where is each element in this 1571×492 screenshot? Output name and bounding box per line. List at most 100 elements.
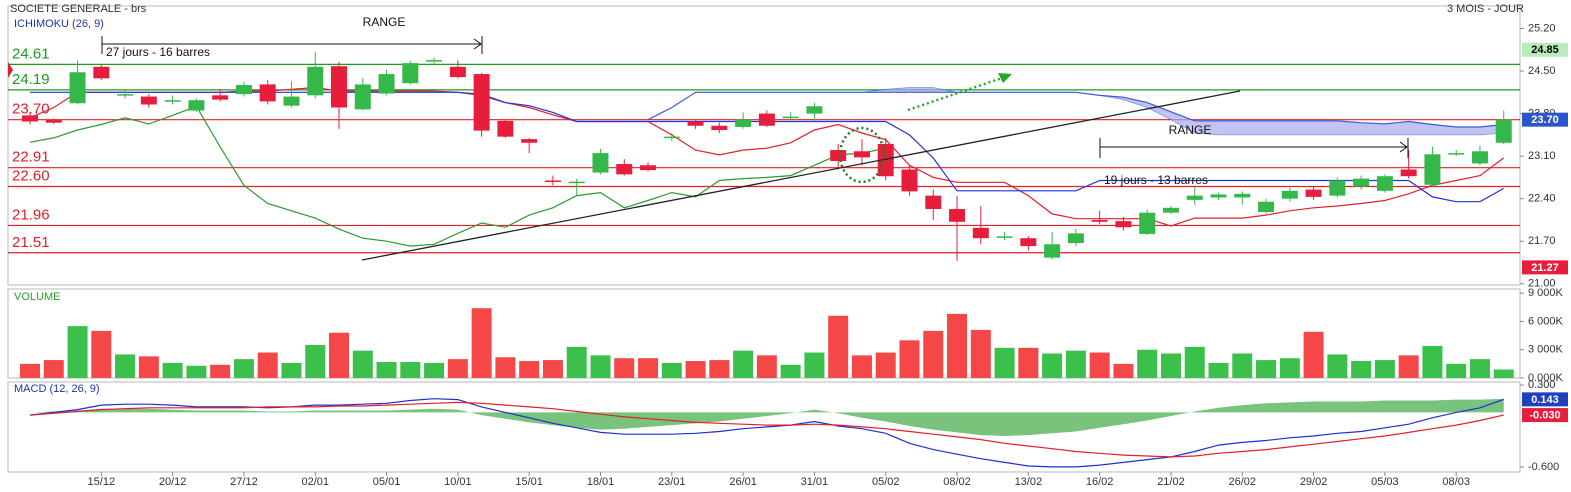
candle-body xyxy=(426,60,443,62)
level-label: 21.51 xyxy=(12,234,50,251)
candle-body xyxy=(996,236,1013,238)
range-arrow xyxy=(1399,141,1408,153)
volume-bar xyxy=(1208,362,1229,378)
volume-bar xyxy=(20,363,40,378)
panel-label: VOLUME xyxy=(14,291,60,303)
annotation: 19 jours - 13 barres xyxy=(1104,173,1208,187)
x-tick-label: 31/01 xyxy=(801,476,829,488)
volume-bar xyxy=(91,330,112,378)
candle-body xyxy=(307,66,324,96)
volume-bar xyxy=(233,359,254,378)
volume-bar xyxy=(661,362,682,378)
x-tick-label: 13/02 xyxy=(1015,476,1043,488)
value-marker xyxy=(1522,408,1568,423)
y-tick-label: 9 000K xyxy=(1528,287,1564,299)
x-tick-label: 15/12 xyxy=(88,476,116,488)
volume-bar xyxy=(590,355,611,378)
volume-bar xyxy=(851,355,872,378)
x-tick-label: 15/01 xyxy=(515,476,543,488)
candle-body xyxy=(1067,233,1084,244)
volume-bar xyxy=(1446,363,1467,378)
candle-body xyxy=(164,100,181,102)
volume-bar xyxy=(1232,353,1253,378)
level-label: 22.91 xyxy=(12,149,50,166)
highlight-ellipse xyxy=(838,126,886,184)
volume-bar xyxy=(519,361,540,378)
y-tick-label: 6 000K xyxy=(1528,315,1564,327)
volume-bar xyxy=(542,360,563,378)
x-tick-label: 10/01 xyxy=(444,476,472,488)
volume-bar xyxy=(566,346,587,378)
trend-arrow-head xyxy=(998,73,1012,83)
candle-body xyxy=(1281,190,1298,199)
macd-panel xyxy=(7,381,1521,473)
candle-body xyxy=(1376,176,1393,191)
candle-body xyxy=(22,115,38,122)
panel-label: MACD (12, 26, 9) xyxy=(14,383,100,395)
x-tick-label: 08/03 xyxy=(1442,476,1470,488)
volume-bar xyxy=(685,361,706,378)
candle-body xyxy=(283,96,300,106)
candle-body xyxy=(1258,201,1275,213)
range-arrow xyxy=(473,38,482,50)
y-tick-label: 25.20 xyxy=(1528,22,1556,34)
level-label: 24.19 xyxy=(12,71,50,88)
indicator-line xyxy=(29,105,886,247)
candle-body xyxy=(402,63,419,84)
x-tick-label: 02/01 xyxy=(301,476,329,488)
candle-body xyxy=(1305,189,1322,197)
volume-bar xyxy=(1469,359,1490,378)
annotation: RANGE xyxy=(363,15,406,29)
annotation: RANGE xyxy=(1169,123,1212,137)
y-tick-label: 24.50 xyxy=(1528,65,1556,77)
volume-bar xyxy=(1018,347,1039,378)
candle-body xyxy=(1186,195,1203,200)
level-label: 23.70 xyxy=(12,101,50,118)
volume-bar xyxy=(400,361,421,378)
candle-body xyxy=(1448,153,1465,155)
candle-body xyxy=(93,66,110,79)
volume-bar xyxy=(162,362,183,378)
candle-body xyxy=(259,84,276,102)
volume-bar xyxy=(329,332,350,378)
volume-bar xyxy=(495,357,516,378)
level-marker xyxy=(8,62,13,78)
candle-body xyxy=(711,125,728,130)
x-tick-label: 27/12 xyxy=(230,476,258,488)
volume-bar xyxy=(352,350,373,378)
candle-body xyxy=(806,106,823,114)
candle-body xyxy=(1210,194,1227,198)
candle-body xyxy=(1495,119,1512,143)
value-marker-label: 23.70 xyxy=(1531,114,1559,126)
volume-bar xyxy=(1303,331,1324,378)
candle-body xyxy=(544,180,561,182)
volume-bar xyxy=(1113,363,1134,378)
volume-bar xyxy=(1351,361,1372,378)
cloud-line xyxy=(695,87,1504,136)
volume-bar xyxy=(638,358,659,378)
volume-bar xyxy=(828,315,849,378)
volume-bar xyxy=(447,359,468,378)
candle-body xyxy=(925,195,942,210)
macd-line xyxy=(29,401,1504,458)
y-tick-label: 21.00 xyxy=(1528,278,1556,290)
level-label: 22.60 xyxy=(12,167,50,184)
candle-body xyxy=(1329,180,1346,196)
x-tick-label: 29/02 xyxy=(1300,476,1328,488)
volume-bar xyxy=(1089,352,1110,378)
volume-bar xyxy=(1042,353,1063,378)
x-tick-label: 21/02 xyxy=(1157,476,1185,488)
volume-bar xyxy=(1398,355,1419,378)
y-tick-label: 23.10 xyxy=(1528,150,1556,162)
candle-body xyxy=(830,150,847,161)
candle-body xyxy=(1353,178,1370,187)
volume-bar xyxy=(994,347,1015,378)
candle-body xyxy=(473,74,490,131)
y-tick-label: 3 000K xyxy=(1528,344,1564,356)
volume-bar xyxy=(281,362,302,378)
candle-body xyxy=(1139,212,1156,234)
candle-body xyxy=(853,151,870,158)
x-tick-label: 26/02 xyxy=(1229,476,1257,488)
candle-body xyxy=(735,119,752,127)
